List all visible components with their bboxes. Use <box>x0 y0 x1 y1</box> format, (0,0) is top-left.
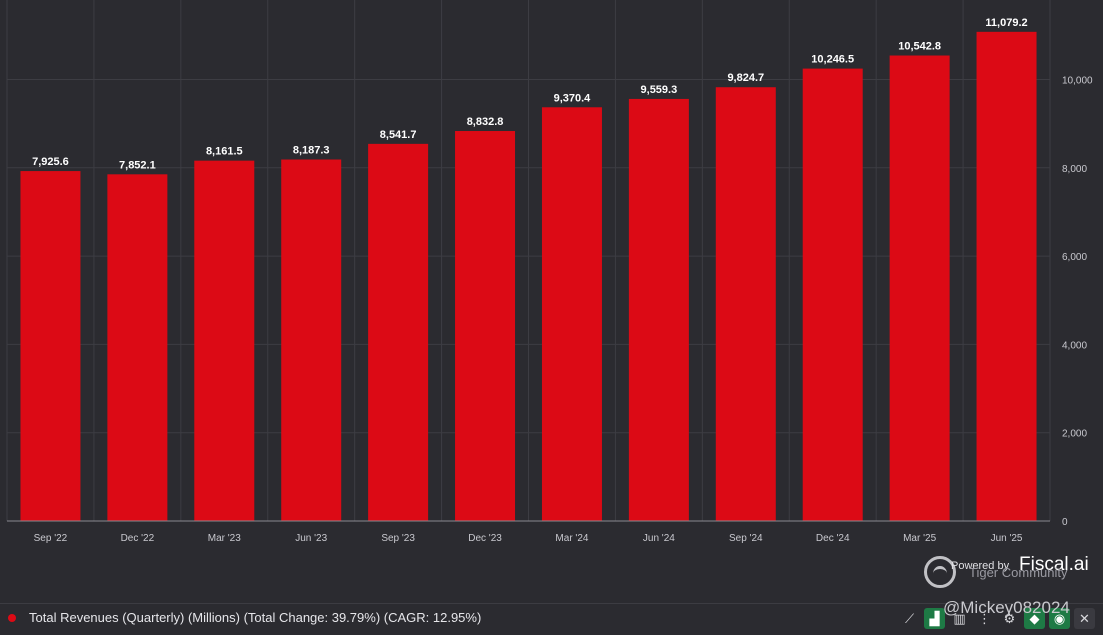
x-tick-label: Mar '24 <box>555 533 588 544</box>
bar[interactable] <box>20 171 81 521</box>
bar[interactable] <box>715 87 776 522</box>
bar-value-label: 9,824.7 <box>727 72 764 84</box>
x-tick-label: Dec '23 <box>468 533 502 544</box>
bar[interactable] <box>976 31 1037 521</box>
y-tick-label: 10,000 <box>1062 75 1093 86</box>
revenue-bar-chart: 7,925.6 7,852.1 8,161.5 8,187.3 8,541.7 8,832… <box>6 0 1093 544</box>
bar-value-label: 7,925.6 <box>32 156 69 168</box>
chart-toolbar: ⟋ ▟ ▥ ⋮ ⚙ ◆ ◉ ✕ <box>899 608 1095 629</box>
x-tick-label: Jun '24 <box>643 533 675 544</box>
bar[interactable] <box>455 131 516 521</box>
y-tick-label: 4,000 <box>1062 340 1087 351</box>
bar[interactable] <box>802 68 863 521</box>
x-axis-ticks: Sep '22 Dec '22 Mar '23 Jun '23 Sep '23 Dec '… <box>34 533 1023 544</box>
x-tick-label: Sep '22 <box>34 533 68 544</box>
bar-value-label: 8,161.5 <box>206 146 243 158</box>
legend-marker <box>8 613 16 622</box>
bar-value-label: 11,079.2 <box>985 17 1027 29</box>
bar-value-label: 7,852.1 <box>119 159 156 171</box>
bar-chart-icon[interactable]: ▟ <box>924 608 945 629</box>
y-tick-label: 0 <box>1062 517 1068 528</box>
stacked-bars-icon[interactable]: ▥ <box>953 610 966 626</box>
eye-icon[interactable]: ◉ <box>1049 608 1070 629</box>
bar[interactable] <box>628 98 689 521</box>
bar-value-label: 10,246.5 <box>811 54 854 66</box>
bar[interactable] <box>194 160 255 521</box>
bar-value-label: 8,832.8 <box>467 116 504 128</box>
x-tick-label: Sep '24 <box>729 533 763 544</box>
vertical-gridlines <box>6 0 1051 521</box>
bar-value-label: 10,542.8 <box>898 41 941 53</box>
bars <box>20 31 1037 522</box>
x-tick-label: Jun '25 <box>991 533 1023 544</box>
chart-footer: Total Revenues (Quarterly) (Millions) (T… <box>0 603 1103 635</box>
x-tick-label: Jun '23 <box>295 533 327 544</box>
x-tick-label: Sep '23 <box>381 533 415 544</box>
bar-value-label: 9,370.4 <box>554 92 592 104</box>
bar[interactable] <box>281 159 342 521</box>
bar-value-label: 9,559.3 <box>641 84 678 96</box>
legend[interactable]: Total Revenues (Quarterly) (Millions) (T… <box>8 610 481 625</box>
bar-value-label: 8,541.7 <box>380 129 417 141</box>
bar[interactable] <box>889 55 950 521</box>
close-icon[interactable]: ✕ <box>1074 608 1095 629</box>
y-tick-label: 8,000 <box>1062 164 1087 175</box>
bar-value-labels: 7,925.6 7,852.1 8,161.5 8,187.3 8,541.7 8,832… <box>32 17 1028 171</box>
bar-value-label: 8,187.3 <box>293 145 330 157</box>
tag-icon[interactable]: ◆ <box>1024 608 1045 629</box>
bar[interactable] <box>541 107 602 522</box>
legend-label: Total Revenues (Quarterly) (Millions) (T… <box>29 610 482 625</box>
gear-icon[interactable]: ⚙ <box>1003 610 1016 626</box>
x-tick-label: Dec '22 <box>121 533 155 544</box>
x-tick-label: Mar '23 <box>208 533 241 544</box>
horizontal-gridlines <box>7 78 1050 434</box>
x-tick-label: Dec '24 <box>816 533 850 544</box>
bar[interactable] <box>107 174 168 521</box>
y-tick-label: 2,000 <box>1062 429 1087 440</box>
bar[interactable] <box>368 143 429 521</box>
x-tick-label: Mar '25 <box>903 533 936 544</box>
more-icon[interactable]: ⋮ <box>978 610 991 626</box>
line-chart-icon[interactable]: ⟋ <box>904 610 915 626</box>
y-axis-ticks: 0 2,000 4,000 6,000 8,000 10,000 <box>1062 75 1093 528</box>
y-tick-label: 6,000 <box>1062 252 1087 263</box>
